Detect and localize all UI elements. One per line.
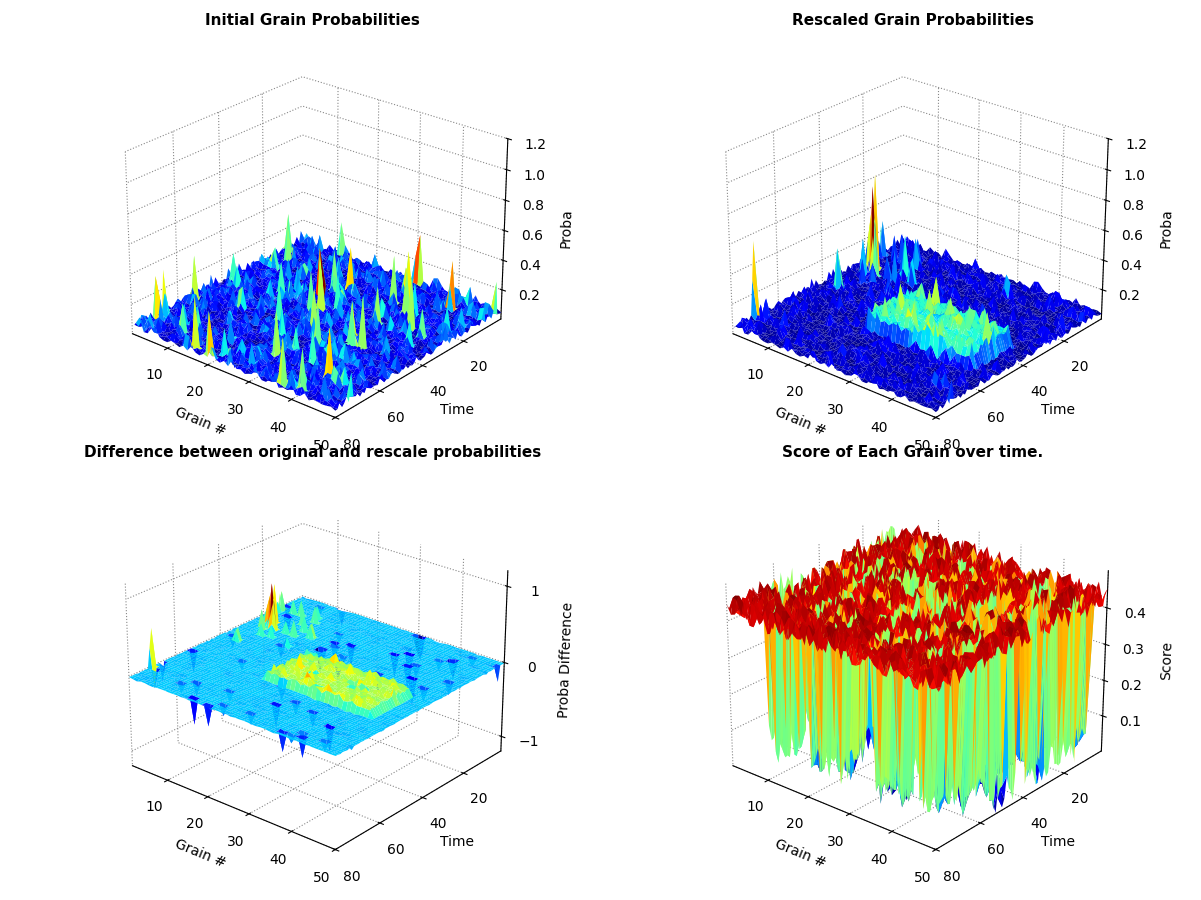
X-axis label: Grain #: Grain # [173, 405, 227, 438]
Title: Difference between original and rescale probabilities: Difference between original and rescale … [84, 445, 540, 460]
Y-axis label: Time: Time [440, 403, 474, 418]
Title: Initial Grain Probabilities: Initial Grain Probabilities [205, 13, 419, 28]
Title: Score of Each Grain over time.: Score of Each Grain over time. [782, 445, 1044, 460]
Title: Rescaled Grain Probabilities: Rescaled Grain Probabilities [791, 13, 1034, 28]
Y-axis label: Time: Time [440, 835, 474, 850]
Y-axis label: Time: Time [1040, 835, 1075, 850]
X-axis label: Grain #: Grain # [773, 405, 827, 438]
X-axis label: Grain #: Grain # [773, 837, 827, 870]
Y-axis label: Time: Time [1040, 403, 1075, 418]
X-axis label: Grain #: Grain # [173, 837, 227, 870]
